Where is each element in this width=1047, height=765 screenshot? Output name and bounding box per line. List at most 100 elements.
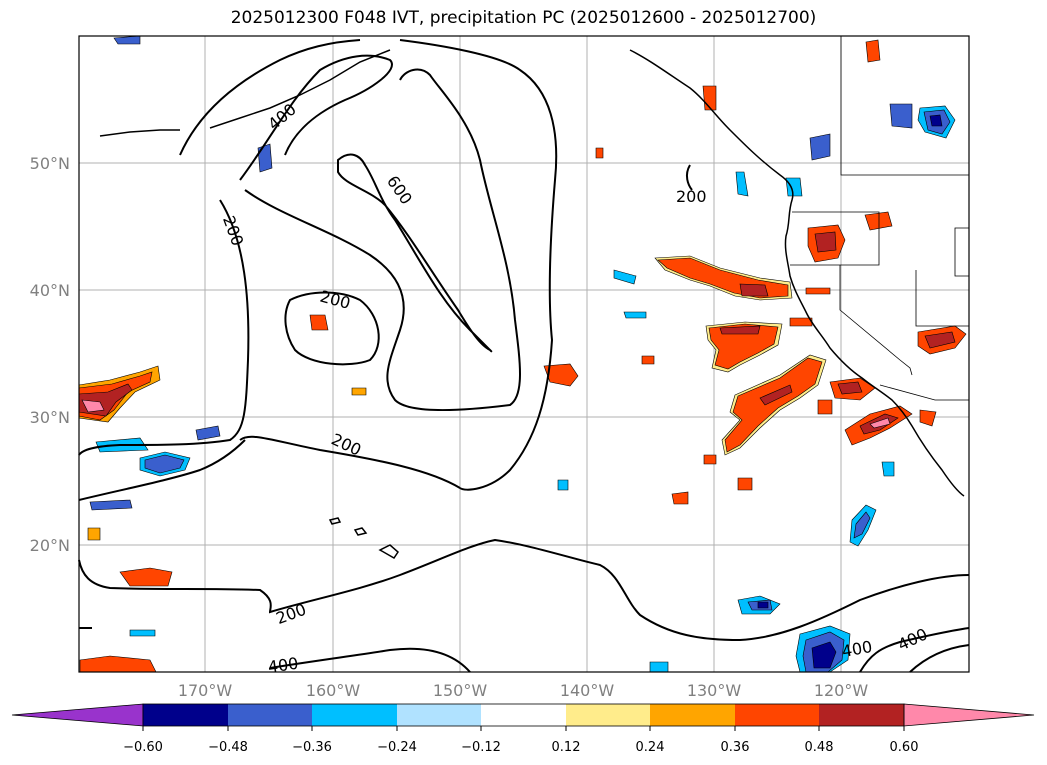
precip-negative-blob <box>853 511 871 539</box>
colorbar-tick-label: 0.24 <box>636 740 665 755</box>
colorbar-tick-label: −0.36 <box>292 740 332 755</box>
precip-positive-blob <box>543 363 579 387</box>
precip-positive-blob <box>595 147 604 159</box>
ivt-contour-200 <box>179 39 361 156</box>
precip-negative-blob <box>881 461 895 477</box>
precip-negative-blob <box>557 479 569 491</box>
precip-negative-blob <box>113 35 141 45</box>
coastline-alaska-peninsula <box>209 49 391 129</box>
precip-positive-blob <box>81 399 105 413</box>
colorbar-tick-label: −0.24 <box>377 740 417 755</box>
precip-positive-blob <box>671 491 689 505</box>
lon-tick-130w: 130°W <box>687 681 742 700</box>
border-oregon <box>790 211 880 266</box>
lon-tick-170w: 170°W <box>178 681 233 700</box>
precip-negative-blob <box>623 311 647 319</box>
border-nevada-arizona <box>915 270 969 327</box>
ivt-contour-400 <box>269 647 471 673</box>
lat-tick-20n: 20°N <box>30 536 70 555</box>
ivt-contour-600 <box>337 153 493 353</box>
precip-negative-blob <box>889 103 913 129</box>
ivt-contour-200 <box>78 439 246 501</box>
colorbar-tick-label: −0.60 <box>123 740 163 755</box>
contour-label: 200 <box>676 187 707 206</box>
colorbar-tick-label: 0.36 <box>721 740 750 755</box>
border-mexico <box>879 384 969 401</box>
coastline-north-america <box>629 49 965 497</box>
precip-positive-blob <box>759 384 793 406</box>
coastline-aleutians <box>99 129 180 137</box>
precip-negative-blob <box>129 629 156 637</box>
colorbar-segment <box>312 704 397 726</box>
ivt-contours <box>78 39 970 673</box>
colorbar-tick-labels: −0.60 −0.48 −0.36 −0.24 −0.12 0.12 0.24 … <box>123 740 918 755</box>
ivt-contour-200 <box>78 538 970 642</box>
ivt-contour-400 <box>859 627 970 673</box>
colorbar-segment <box>397 704 481 726</box>
ivt-contour-200 <box>239 435 461 489</box>
colorbar-tick-label: 0.12 <box>552 740 581 755</box>
precip-positive-blob <box>351 387 367 396</box>
lat-tick-labels: 20°N 30°N 40°N 50°N <box>30 154 70 555</box>
border-california-nevada <box>839 265 913 376</box>
precip-positive-blob <box>789 317 813 327</box>
precip-positive-blob <box>805 287 831 295</box>
colorbar-tick-label: 0.48 <box>805 740 834 755</box>
map-frame <box>78 35 970 673</box>
precip-positive-blob <box>719 325 761 335</box>
precip-negative-blob <box>89 499 133 511</box>
coastlines <box>99 49 965 559</box>
precip-negative-blob <box>613 269 637 285</box>
ivt-contour-200-loop <box>284 291 380 366</box>
precip-positive-blob <box>708 323 779 370</box>
colorbar-segment <box>566 704 650 726</box>
precip-positive-blob <box>641 355 655 365</box>
precip-positive-blob <box>87 527 101 541</box>
precip-negative-blob <box>757 601 769 609</box>
lon-tick-120w: 120°W <box>814 681 869 700</box>
lon-tick-150w: 150°W <box>433 681 488 700</box>
precip-positive-blob <box>817 399 833 415</box>
ivt-contour-200 <box>78 199 250 456</box>
precip-negative-blob <box>649 661 669 673</box>
precip-positive-blob <box>119 567 173 587</box>
colorbar-segment <box>481 704 566 726</box>
colorbar-extend-low <box>11 703 144 727</box>
precip-positive-blob <box>865 39 881 63</box>
precip-positive-blob <box>919 409 937 427</box>
colorbar-segment <box>819 704 904 726</box>
ivt-contour-200-stub <box>685 164 693 191</box>
contour-label: 400 <box>267 654 300 677</box>
colorbar-tick-label: 0.60 <box>890 740 919 755</box>
coastline-hawaii <box>353 527 368 536</box>
colorbar-segment <box>735 704 819 726</box>
coastline-hawaii <box>378 544 399 559</box>
colorbar-extend-high <box>903 703 1035 727</box>
ivt-contour-400-loop <box>239 54 393 181</box>
precip-fill-layer <box>78 35 967 673</box>
precip-positive-blob <box>309 314 329 331</box>
precip-positive-blob <box>737 477 753 491</box>
ivt-contour-200 <box>399 39 558 491</box>
contour-label-group: 400 600 200 200 200 200 200 400 400 400 <box>219 100 930 677</box>
precip-negative-blob <box>809 133 831 161</box>
coastline-hawaii <box>328 517 342 525</box>
lon-tick-labels: 170°W 160°W 150°W 140°W 130°W 120°W <box>178 681 869 700</box>
colorbar-tick-label: −0.12 <box>461 740 501 755</box>
precip-positive-blob <box>864 211 893 231</box>
map-title: 2025012300 F048 IVT, precipitation PC (2… <box>230 8 817 28</box>
precip-positive-blob <box>837 381 863 395</box>
precip-positive-blob <box>703 454 717 465</box>
colorbar-segment <box>143 704 228 726</box>
lat-tick-30n: 30°N <box>30 408 70 427</box>
precip-negative-blob <box>811 641 837 669</box>
precip-positive-blob <box>724 357 823 453</box>
precip-negative-blob <box>929 114 943 127</box>
lat-tick-40n: 40°N <box>30 281 70 300</box>
precip-positive-blob <box>869 417 891 429</box>
colorbar-segment <box>228 704 312 726</box>
precip-negative-blob <box>785 177 803 197</box>
ivt-contour-400 <box>909 644 970 673</box>
precip-negative-blob <box>195 425 221 441</box>
